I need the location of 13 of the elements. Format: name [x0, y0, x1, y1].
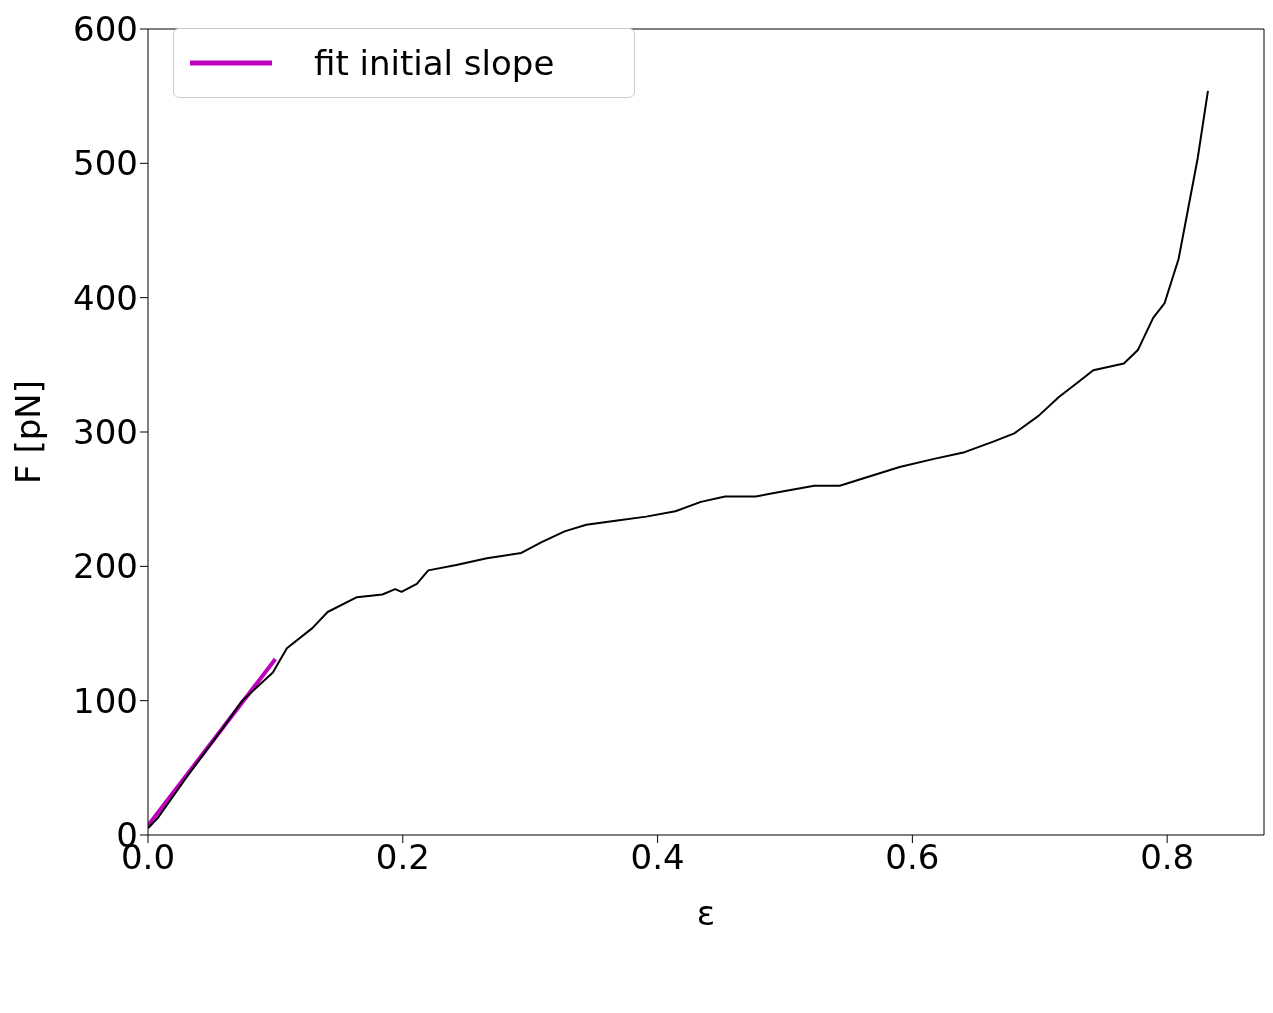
y-tick-label: 200 — [73, 546, 138, 587]
y-axis-title: F [pN] — [8, 380, 49, 484]
y-tick-label: 600 — [73, 9, 138, 50]
y-tick-label: 300 — [73, 412, 138, 453]
x-tick-label: 0.6 — [885, 837, 940, 878]
legend-label: fit initial slope — [314, 43, 555, 83]
y-tick-label: 500 — [73, 143, 138, 184]
x-tick-label: 0.2 — [375, 837, 430, 878]
x-tick-label: 0.4 — [630, 837, 685, 878]
x-tick-label: 0.8 — [1140, 837, 1195, 878]
x-axis-title: ε — [696, 893, 716, 933]
y-tick-label: 400 — [73, 277, 138, 318]
y-tick-label: 100 — [73, 680, 138, 721]
